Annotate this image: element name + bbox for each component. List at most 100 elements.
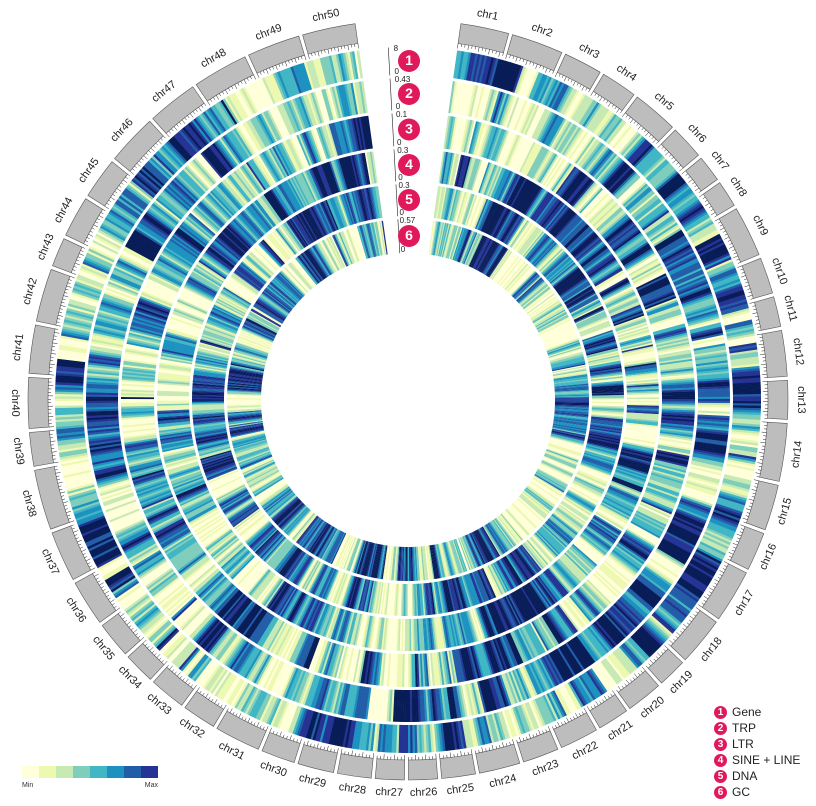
heatmap-cell bbox=[517, 101, 532, 133]
heatmap-cell bbox=[563, 599, 586, 627]
heatmap-cell bbox=[106, 502, 138, 517]
heatmap-cell bbox=[206, 666, 225, 692]
heatmap-cell bbox=[257, 154, 277, 184]
heatmap-cell bbox=[697, 377, 730, 382]
heatmap-cell bbox=[285, 704, 298, 732]
heatmap-cell bbox=[145, 211, 173, 233]
heatmap-cell bbox=[568, 595, 592, 623]
heatmap-cell bbox=[574, 182, 598, 210]
heatmap-cell bbox=[144, 285, 176, 301]
heatmap-cell bbox=[247, 160, 268, 190]
heatmap-cell bbox=[597, 156, 621, 183]
heatmap-cell bbox=[394, 653, 398, 687]
heatmap-cell bbox=[698, 242, 725, 257]
heatmap-cell bbox=[512, 707, 524, 735]
heatmap-cell bbox=[172, 178, 198, 203]
heatmap-cell bbox=[554, 689, 570, 716]
heatmap-cell bbox=[620, 449, 653, 460]
heatmap-cell bbox=[670, 191, 695, 211]
heatmap-cell bbox=[555, 560, 579, 586]
heatmap-cell bbox=[574, 590, 598, 618]
heatmap-cell bbox=[173, 134, 194, 158]
heatmap-cell bbox=[104, 289, 136, 303]
heatmap-cell bbox=[64, 475, 93, 486]
heatmap-cell bbox=[318, 678, 330, 711]
heatmap-cell bbox=[729, 347, 758, 354]
heatmap-cell bbox=[299, 597, 315, 628]
heatmap-cell bbox=[61, 463, 90, 472]
heatmap-cell bbox=[603, 496, 634, 513]
heatmap-cell bbox=[535, 195, 556, 223]
heatmap-cell bbox=[616, 175, 641, 200]
heatmap-cell bbox=[130, 546, 159, 565]
heatmap-cell bbox=[655, 454, 689, 464]
heatmap-cell bbox=[461, 156, 472, 189]
heatmap-cell bbox=[607, 655, 627, 679]
heatmap-cell bbox=[182, 649, 202, 673]
heatmap-cell bbox=[339, 646, 350, 680]
heatmap-cell bbox=[275, 625, 293, 656]
heatmap-cell bbox=[495, 599, 511, 630]
heatmap-cell bbox=[727, 454, 756, 463]
heatmap-cell bbox=[711, 513, 739, 526]
heatmap-cell bbox=[55, 372, 84, 378]
heatmap-cell bbox=[625, 424, 658, 430]
heatmap-cell bbox=[572, 233, 598, 257]
heatmap-cell bbox=[89, 353, 122, 361]
heatmap-cell bbox=[94, 465, 127, 476]
heatmap-cell bbox=[560, 601, 583, 630]
heatmap-cell bbox=[686, 217, 712, 234]
heatmap-cell bbox=[587, 626, 609, 654]
heatmap-cell bbox=[125, 442, 158, 451]
heatmap-cell bbox=[623, 438, 656, 446]
heatmap-cell bbox=[645, 488, 677, 503]
heatmap-cell bbox=[308, 129, 322, 162]
heatmap-cell bbox=[203, 526, 231, 547]
heatmap-cell bbox=[60, 337, 89, 345]
heatmap-cell bbox=[238, 646, 258, 676]
heatmap-cell bbox=[558, 603, 580, 632]
heatmap-cell bbox=[648, 306, 681, 320]
heatmap-cell bbox=[122, 427, 156, 434]
heatmap-cell bbox=[635, 510, 667, 527]
heatmap-cell bbox=[650, 315, 684, 328]
heatmap-cell bbox=[126, 541, 156, 560]
heatmap-cell bbox=[66, 482, 95, 492]
heatmap-cell bbox=[105, 499, 137, 513]
heatmap-cell bbox=[653, 325, 686, 336]
heatmap-cell bbox=[326, 643, 338, 676]
heatmap-cell bbox=[530, 580, 550, 609]
heatmap-cell bbox=[660, 372, 694, 378]
heatmap-cell bbox=[452, 614, 462, 646]
heatmap-cell bbox=[499, 674, 512, 706]
heatmap-cell bbox=[625, 374, 658, 379]
heatmap-cell bbox=[662, 600, 687, 620]
heatmap-cell bbox=[188, 612, 213, 638]
heatmap-cell bbox=[543, 571, 565, 598]
heatmap-cell bbox=[615, 128, 636, 152]
heatmap-cell bbox=[256, 574, 278, 602]
heatmap-cell bbox=[625, 375, 658, 381]
heatmap-cell bbox=[277, 71, 290, 99]
heatmap-cell bbox=[516, 705, 529, 733]
heatmap-cell bbox=[173, 642, 194, 666]
heatmap-cell bbox=[624, 364, 657, 371]
heatmap-cell bbox=[626, 384, 659, 388]
heatmap-cell bbox=[188, 505, 217, 523]
heatmap-cell bbox=[146, 160, 170, 182]
heatmap-cell bbox=[317, 58, 327, 86]
heatmap-cell bbox=[175, 549, 204, 571]
heatmap-cell bbox=[225, 550, 250, 574]
heatmap-cell bbox=[206, 530, 233, 551]
heatmap-cell bbox=[637, 507, 669, 524]
heatmap-cell bbox=[508, 136, 524, 168]
heatmap-cell bbox=[723, 314, 752, 324]
heatmap-cell bbox=[661, 379, 695, 385]
heatmap-cell bbox=[202, 150, 225, 177]
heatmap-cell bbox=[407, 619, 410, 651]
heatmap-cell bbox=[180, 492, 211, 508]
heatmap-cell bbox=[465, 719, 474, 748]
heatmap-cell bbox=[193, 616, 217, 642]
heatmap-cell bbox=[419, 689, 424, 722]
heatmap-cell bbox=[360, 722, 367, 751]
